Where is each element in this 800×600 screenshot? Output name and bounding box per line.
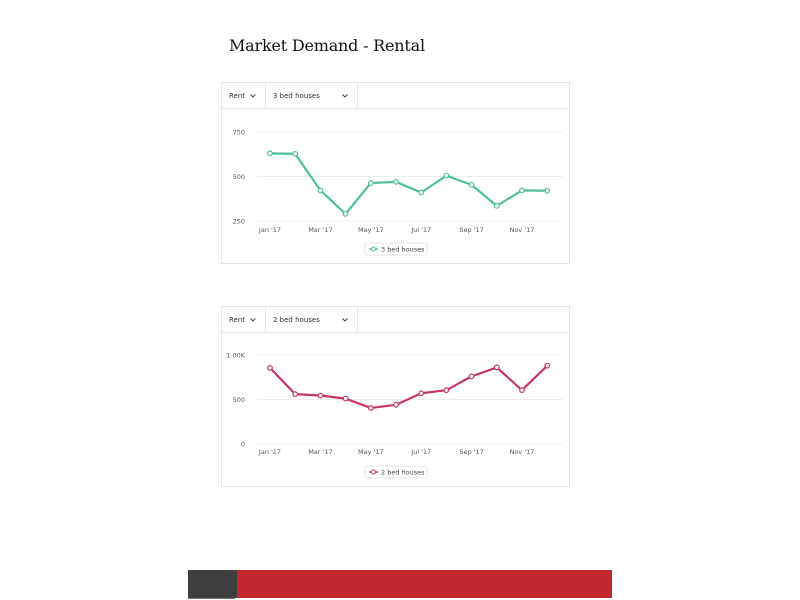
data-point[interactable] <box>544 362 551 369</box>
data-point[interactable] <box>367 180 374 186</box>
property-type-dropdown[interactable]: 2 bed houses <box>266 307 358 332</box>
metric-dropdown[interactable]: Rent <box>222 307 266 332</box>
property-type-dropdown[interactable]: 3 bed houses <box>266 83 358 108</box>
data-point[interactable] <box>393 178 399 185</box>
series-line <box>269 152 548 215</box>
x-tick-label: Jul '17 <box>410 448 431 456</box>
y-tick-label: 500 <box>233 173 245 181</box>
legend[interactable] <box>364 242 428 256</box>
data-point[interactable] <box>317 392 324 399</box>
y-tick-label: 500 <box>233 396 245 404</box>
data-point[interactable] <box>418 189 425 196</box>
data-point[interactable] <box>393 401 399 408</box>
data-point[interactable] <box>519 187 525 194</box>
page-title: Market Demand - Rental <box>229 36 425 55</box>
legend-point-marker <box>370 246 377 252</box>
x-tick-label: Jan '17 <box>258 226 281 234</box>
data-point[interactable] <box>267 150 273 157</box>
data-point[interactable] <box>342 395 349 402</box>
x-tick-label: Nov '17 <box>510 448 535 456</box>
chart-card-2-bed: Rent 2 bed houses 1.00K 500 0 Jan '17 Mar '1… <box>221 306 570 487</box>
data-point[interactable] <box>267 365 273 371</box>
legend-point-marker <box>370 469 377 475</box>
y-tick-label: 250 <box>233 218 245 226</box>
x-tick-label: Jan '17 <box>258 448 281 456</box>
chevron-down-icon <box>250 317 256 322</box>
x-tick-label: Sep '17 <box>459 226 483 234</box>
x-tick-label: May '17 <box>358 448 384 456</box>
data-point[interactable] <box>519 387 525 394</box>
metric-dropdown[interactable]: Rent <box>222 83 266 108</box>
chevron-down-icon <box>342 317 348 322</box>
metric-dropdown-label: Rent <box>229 91 246 100</box>
footer-dark-block <box>188 570 237 598</box>
footer-underline <box>188 598 235 599</box>
chart-toolbar: Rent 3 bed houses <box>222 83 569 109</box>
metric-dropdown-label: Rent <box>229 315 246 324</box>
y-tick-label: 0 <box>241 441 245 449</box>
x-tick-label: Mar '17 <box>308 226 332 234</box>
series-line <box>269 364 548 410</box>
x-tick-label: Sep '17 <box>459 448 483 456</box>
data-point[interactable] <box>468 373 475 380</box>
x-tick-label: May '17 <box>358 226 384 234</box>
property-type-dropdown-label: 2 bed houses <box>273 315 320 324</box>
data-point[interactable] <box>544 187 551 194</box>
y-tick-label: 1.00K <box>226 352 245 360</box>
y-tick-label: 750 <box>233 129 245 137</box>
data-point[interactable] <box>342 210 349 217</box>
x-tick-label: Nov '17 <box>510 226 535 234</box>
line-chart-2-bed: 1.00K 500 0 Jan '17 Mar '17 May '17 Jul '17 Sep… <box>226 352 562 479</box>
data-point[interactable] <box>317 187 324 194</box>
property-type-dropdown-label: 3 bed houses <box>273 91 320 100</box>
footer-bar <box>188 570 612 598</box>
data-point[interactable] <box>418 390 425 397</box>
legend-label: 2 bed houses <box>381 468 425 476</box>
data-point[interactable] <box>443 387 450 394</box>
footer-red-block <box>237 570 612 598</box>
data-point[interactable] <box>292 391 299 398</box>
chevron-down-icon <box>250 93 256 98</box>
chart-card-3-bed: Rent 3 bed houses 750 500 250 Jan '17 Mar '1… <box>221 82 570 264</box>
data-point[interactable] <box>493 364 500 371</box>
data-point[interactable] <box>468 181 475 188</box>
chart-toolbar: Rent 2 bed houses <box>222 307 569 333</box>
data-point[interactable] <box>443 172 450 179</box>
x-tick-label: Mar '17 <box>308 448 332 456</box>
line-chart-3-bed: 750 500 250 Jan '17 Mar '17 May '17 Jul '17 Sep… <box>233 129 562 256</box>
chevron-down-icon <box>342 93 348 98</box>
legend-label: 3 bed houses <box>381 245 425 253</box>
data-point[interactable] <box>367 405 374 411</box>
data-point[interactable] <box>292 150 299 157</box>
data-point[interactable] <box>493 202 500 209</box>
x-tick-label: Jul '17 <box>410 226 431 234</box>
legend[interactable] <box>364 465 428 479</box>
